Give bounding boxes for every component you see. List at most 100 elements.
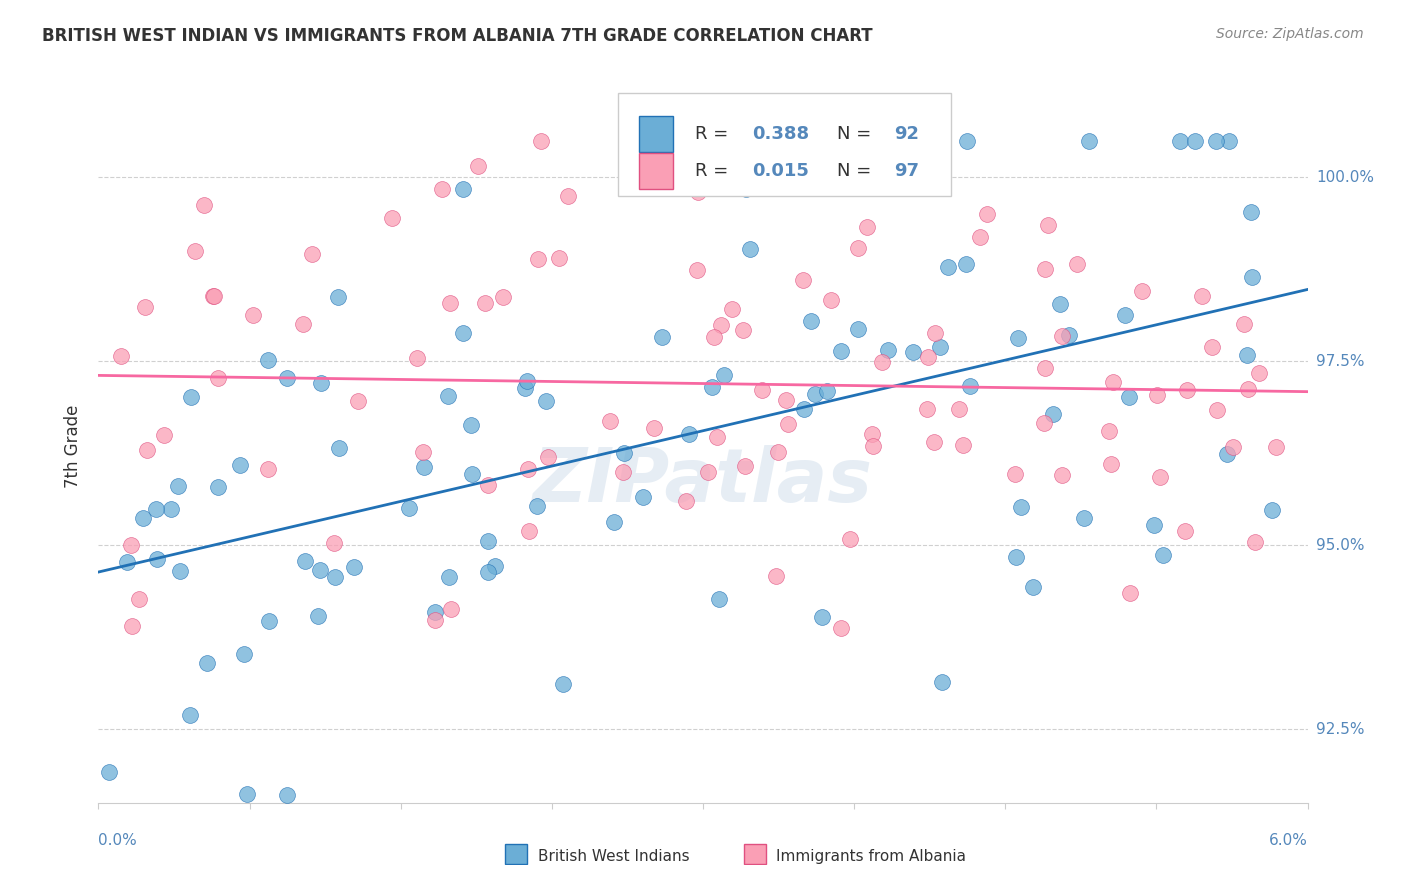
Point (477, 533, 499, 548)
Point (301, 247, 323, 261)
Point (856, 220, 879, 235)
Text: R =: R = (695, 125, 734, 143)
Point (1191, 288, 1213, 302)
Point (259, 614, 281, 628)
Point (678, 426, 700, 441)
Point (425, 605, 447, 619)
Bar (638, 116, 673, 152)
Point (862, 439, 884, 453)
Point (180, 390, 202, 404)
Point (526, 499, 548, 513)
Point (876, 343, 898, 357)
Point (800, 168, 823, 182)
Point (1240, 270, 1263, 285)
Point (207, 370, 229, 384)
Point (430, 181, 453, 195)
Text: 0.388: 0.388 (752, 125, 810, 143)
Point (527, 252, 550, 267)
Point (1038, 219, 1060, 233)
Point (98, 765, 121, 780)
Point (110, 350, 132, 364)
Point (643, 421, 665, 435)
Point (557, 188, 579, 202)
Point (169, 564, 191, 578)
Text: 100.0%: 100.0% (1316, 170, 1374, 185)
Point (612, 465, 634, 479)
Point (292, 318, 315, 332)
Point (917, 351, 939, 365)
Point (460, 417, 482, 432)
Point (307, 609, 329, 624)
Point (686, 185, 709, 199)
Point (160, 501, 183, 516)
Point (474, 296, 496, 310)
Point (1237, 382, 1260, 396)
Point (323, 570, 346, 584)
Point (547, 251, 569, 265)
Point (700, 380, 723, 394)
Point (948, 401, 970, 416)
Point (1264, 440, 1286, 454)
Text: 97.5%: 97.5% (1316, 354, 1364, 369)
Point (800, 314, 823, 328)
Point (536, 394, 558, 409)
Point (276, 789, 298, 803)
Text: N =: N = (837, 162, 877, 180)
Point (846, 322, 869, 336)
Point (343, 559, 366, 574)
Point (1261, 503, 1284, 517)
Point (631, 490, 654, 504)
Point (793, 401, 815, 416)
Point (1035, 360, 1057, 375)
Point (517, 461, 540, 475)
Point (413, 459, 436, 474)
Point (135, 443, 157, 458)
Point (766, 444, 789, 458)
Point (308, 563, 330, 577)
Point (477, 565, 499, 579)
Point (451, 326, 474, 341)
Point (651, 330, 673, 344)
Point (1098, 425, 1121, 439)
Point (1216, 447, 1239, 461)
Point (1118, 390, 1140, 404)
Point (179, 708, 201, 723)
Point (115, 555, 138, 569)
Point (398, 501, 420, 516)
Point (915, 402, 938, 417)
Point (134, 300, 156, 314)
Point (931, 674, 953, 689)
Text: 97: 97 (894, 162, 920, 180)
Point (515, 381, 537, 395)
Point (686, 263, 709, 277)
Point (860, 427, 883, 442)
Text: 95.0%: 95.0% (1316, 538, 1364, 553)
Point (1102, 376, 1125, 390)
Point (1244, 535, 1267, 549)
Point (195, 656, 218, 670)
Point (1042, 407, 1064, 421)
Point (229, 458, 252, 473)
Point (1205, 403, 1227, 417)
Point (193, 198, 215, 212)
Point (477, 477, 499, 491)
Point (1073, 511, 1095, 525)
Point (128, 591, 150, 606)
Point (484, 558, 506, 573)
Point (202, 289, 225, 303)
Point (924, 326, 946, 340)
Text: BRITISH WEST INDIAN VS IMMIGRANTS FROM ALBANIA 7TH GRADE CORRELATION CHART: BRITISH WEST INDIAN VS IMMIGRANTS FROM A… (42, 27, 873, 45)
Point (1175, 383, 1198, 397)
Point (603, 515, 626, 529)
Point (322, 536, 344, 550)
Point (1233, 318, 1256, 332)
Point (955, 257, 977, 271)
Point (952, 438, 974, 452)
Point (820, 293, 842, 307)
Point (1240, 205, 1263, 219)
Point (1152, 548, 1174, 562)
Point (1184, 134, 1206, 148)
Point (1236, 348, 1258, 362)
Point (721, 302, 744, 317)
Point (1201, 340, 1223, 354)
